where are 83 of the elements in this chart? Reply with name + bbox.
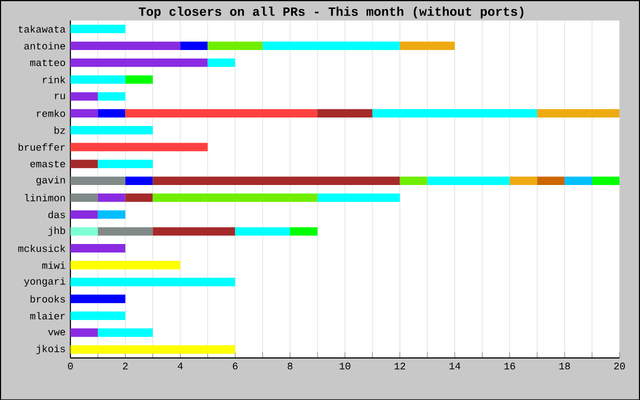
bar xyxy=(427,176,510,185)
y-tick-label: emaste xyxy=(30,160,66,168)
y-tick-label: linimon xyxy=(25,194,65,202)
y-tick-label: brooks xyxy=(30,295,65,302)
bar xyxy=(318,108,372,118)
bar xyxy=(70,41,180,50)
y-tick-label: jhb xyxy=(48,226,66,236)
bar xyxy=(180,41,208,50)
bar xyxy=(152,193,318,202)
bar xyxy=(70,126,153,134)
y-tick-label: ru xyxy=(54,94,65,99)
y-tick-label: mlaier xyxy=(30,312,65,320)
y-tick-label: das xyxy=(48,210,65,218)
bar xyxy=(70,244,126,252)
bar xyxy=(98,210,126,219)
bar xyxy=(70,58,208,67)
bar xyxy=(318,193,400,202)
y-tick-label: yongari xyxy=(24,277,66,286)
y-tick-label: gavin xyxy=(36,176,65,186)
y-tick-label: bz xyxy=(54,126,65,134)
bar xyxy=(510,176,538,185)
x-tick-label: 18 xyxy=(559,362,570,370)
bar xyxy=(98,193,126,202)
bar xyxy=(208,41,263,50)
bar xyxy=(592,176,620,185)
bar xyxy=(70,142,208,152)
bar xyxy=(70,160,98,168)
bar xyxy=(70,108,98,118)
bar xyxy=(70,226,98,236)
bar xyxy=(125,75,153,84)
bar xyxy=(98,108,126,118)
bar xyxy=(125,193,153,202)
bar xyxy=(70,92,98,100)
bar xyxy=(152,226,236,236)
x-tick-label: 8 xyxy=(288,362,292,370)
bar xyxy=(70,294,126,303)
bar xyxy=(537,108,620,118)
bar xyxy=(537,176,565,185)
bar xyxy=(235,226,290,236)
bar xyxy=(70,278,236,286)
bar xyxy=(125,176,153,185)
bar xyxy=(70,75,126,84)
bar xyxy=(262,41,400,50)
x-tick-label: 6 xyxy=(232,362,238,370)
bar xyxy=(70,260,180,270)
bar xyxy=(70,193,98,202)
y-tick-label: remko xyxy=(36,109,66,117)
chart-title: Top closers on all PRs - This month (without ports) xyxy=(138,6,524,18)
y-tick-label: antoine xyxy=(24,42,66,50)
y-tick-label: mckusick xyxy=(18,244,66,252)
bar xyxy=(290,226,318,236)
bar xyxy=(564,176,592,185)
bar xyxy=(70,210,98,219)
bar xyxy=(400,176,428,185)
bar xyxy=(208,58,236,67)
bar xyxy=(98,160,153,168)
bar xyxy=(400,41,455,50)
bar xyxy=(70,345,236,354)
bar xyxy=(70,328,98,337)
bar xyxy=(70,176,126,185)
bar xyxy=(98,328,153,337)
bar xyxy=(70,311,126,320)
x-tick-label: 0 xyxy=(68,362,73,370)
bar xyxy=(70,24,126,33)
bar xyxy=(98,226,153,236)
bar xyxy=(98,92,126,100)
y-tick-label: brueffer xyxy=(18,143,65,151)
x-tick-label: 14 xyxy=(450,362,460,370)
x-tick-label: 12 xyxy=(394,362,406,370)
bar xyxy=(125,108,318,118)
x-tick-label: 20 xyxy=(614,362,625,370)
y-tick-label: rink xyxy=(42,76,66,83)
y-tick-label: vwe xyxy=(48,330,66,336)
y-tick-label: takawata xyxy=(18,25,66,32)
bar xyxy=(372,108,538,118)
x-tick-label: 10 xyxy=(340,362,350,370)
x-tick-label: 4 xyxy=(178,362,183,370)
y-tick-label: miwi xyxy=(42,261,66,269)
x-tick-label: 2 xyxy=(123,362,128,370)
y-tick-label: jkois xyxy=(36,344,65,354)
bar xyxy=(152,176,400,185)
x-tick-label: 16 xyxy=(504,362,516,370)
y-tick-label: matteo xyxy=(30,59,66,66)
